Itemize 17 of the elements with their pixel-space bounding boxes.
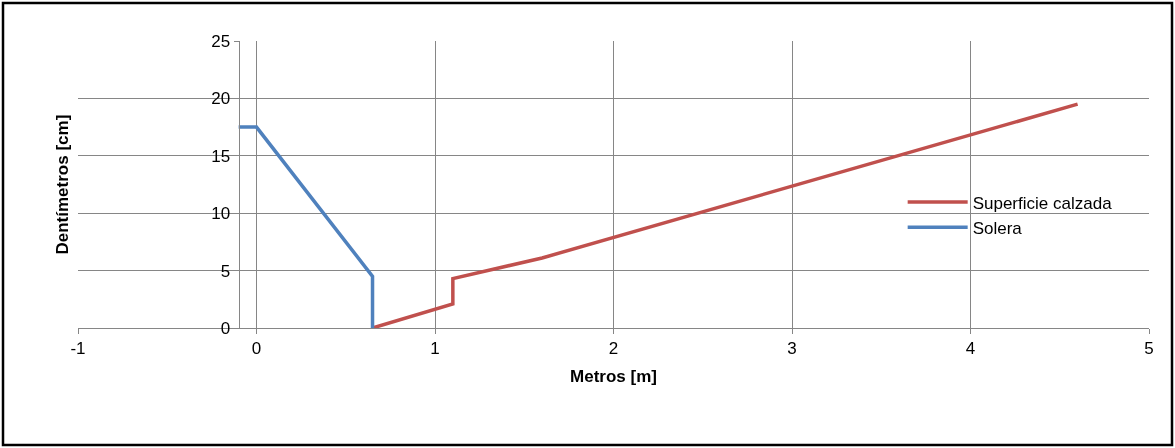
x-tick-label: 0 [251,339,262,359]
y-axis-title: Dentímetros [cm] [52,114,72,255]
legend-label: Solera [972,218,1023,238]
x-tick-label: 4 [965,339,976,359]
x-tick-label: 3 [787,339,797,359]
y-tick-label: 0 [220,318,231,338]
y-tick-label: 20 [211,89,231,109]
x-tick-label: -1 [70,339,86,359]
y-tick-label: 25 [211,31,231,51]
legend-label: Superficie calzada [972,193,1113,213]
x-tick-label: 5 [1144,339,1154,359]
y-tick-label: 5 [220,261,231,281]
x-tick-label: 1 [430,339,440,359]
y-tick-label: 10 [211,204,231,224]
x-axis-title: Metros [m] [570,366,657,386]
y-tick-label: 15 [211,146,231,166]
x-tick-label: 2 [608,339,619,359]
